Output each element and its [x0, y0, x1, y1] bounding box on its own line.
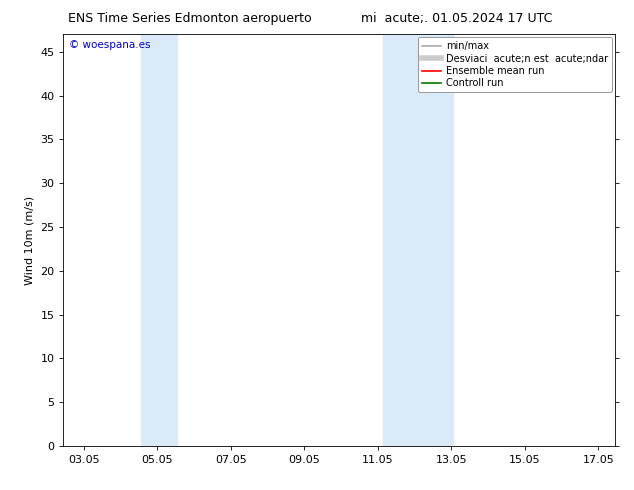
- Bar: [384, 34, 453, 446]
- Legend: min/max, Desviaci  acute;n est  acute;ndar, Ensemble mean run, Controll run: min/max, Desviaci acute;n est acute;ndar…: [418, 37, 612, 92]
- Text: © woespana.es: © woespana.es: [69, 41, 150, 50]
- Y-axis label: Wind 10m (m/s): Wind 10m (m/s): [25, 196, 35, 285]
- Text: ENS Time Series Edmonton aeropuerto: ENS Time Series Edmonton aeropuerto: [68, 12, 312, 25]
- Text: mi  acute;. 01.05.2024 17 UTC: mi acute;. 01.05.2024 17 UTC: [361, 12, 552, 25]
- Bar: [141, 34, 178, 446]
